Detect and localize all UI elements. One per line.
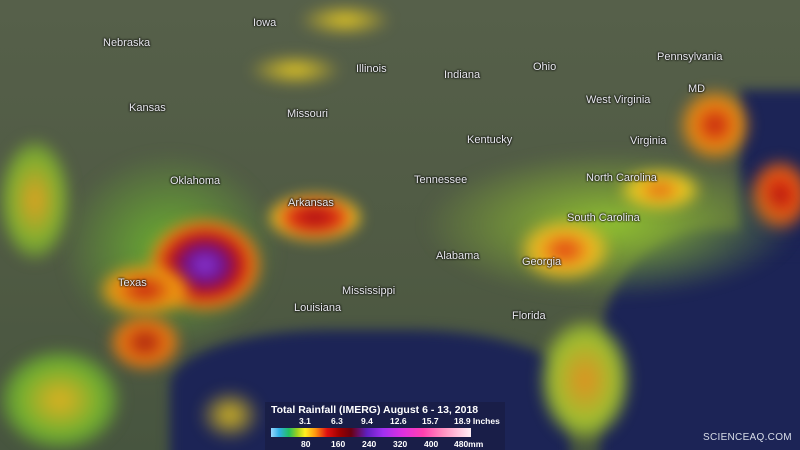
rain-area [250, 55, 340, 85]
legend-mm-tick: 160 [331, 439, 346, 449]
rain-area [110, 315, 180, 370]
rain-florida [540, 320, 630, 440]
rain-area [0, 140, 70, 260]
state-label-florida: Florida [512, 310, 546, 322]
state-label-alabama: Alabama [436, 250, 480, 262]
legend-mm-tick: 480mm [454, 439, 484, 449]
legend-mm-tick: 400 [424, 439, 439, 449]
state-label-south-carolina: South Carolina [567, 212, 640, 224]
state-label-arkansas: Arkansas [288, 197, 334, 209]
legend-title: Total Rainfall (IMERG) August 6 - 13, 20… [271, 404, 479, 416]
state-label-louisiana: Louisiana [294, 302, 342, 314]
legend-mm-tick: 80 [301, 439, 311, 449]
state-label-oklahoma: Oklahoma [170, 175, 221, 187]
rain-area [200, 390, 260, 440]
state-label-pennsylvania: Pennsylvania [657, 51, 723, 63]
rain-arkansas [270, 195, 360, 240]
state-label-mississippi: Mississippi [342, 285, 396, 297]
legend-inch-tick: 9.4 [361, 416, 373, 426]
legend-inch-tick: 15.7 [422, 416, 439, 426]
legend-inch-tick: 6.3 [331, 416, 343, 426]
state-label-kentucky: Kentucky [467, 134, 513, 146]
rain-maryland [680, 90, 750, 160]
state-label-kansas: Kansas [129, 102, 166, 114]
rain-area [0, 350, 120, 450]
state-label-maryland: MD [688, 83, 706, 95]
state-label-iowa: Iowa [253, 17, 277, 29]
state-label-illinois: Illinois [356, 63, 387, 75]
state-label-georgia: Georgia [522, 256, 562, 268]
state-label-ohio: Ohio [533, 61, 557, 73]
legend-inch-tick: 12.6 [390, 416, 407, 426]
watermark: SCIENCEAQ.COM [703, 432, 792, 443]
rain-southeast [420, 150, 800, 300]
state-label-west-virginia: West Virginia [586, 94, 651, 106]
rain-georgia [520, 220, 610, 280]
state-label-texas: Texas [118, 277, 147, 289]
rain-area [300, 5, 390, 35]
state-label-nebraska: Nebraska [103, 37, 151, 49]
state-label-tennessee: Tennessee [414, 174, 468, 186]
state-label-north-carolina: North Carolina [586, 172, 657, 184]
legend-inch-tick: 3.1 [299, 416, 311, 426]
rain-area [100, 265, 190, 315]
rainfall-legend: Total Rainfall (IMERG) August 6 - 13, 20… [265, 402, 505, 450]
legend-inch-tick: 18.9 Inches [454, 416, 500, 426]
state-label-indiana: Indiana [444, 69, 481, 81]
legend-color-bar [271, 428, 471, 437]
rain-area [620, 170, 700, 210]
legend-mm-tick: 320 [393, 439, 408, 449]
legend-mm-tick: 240 [362, 439, 377, 449]
state-label-virginia: Virginia [630, 135, 667, 147]
state-label-missouri: Missouri [287, 108, 328, 120]
